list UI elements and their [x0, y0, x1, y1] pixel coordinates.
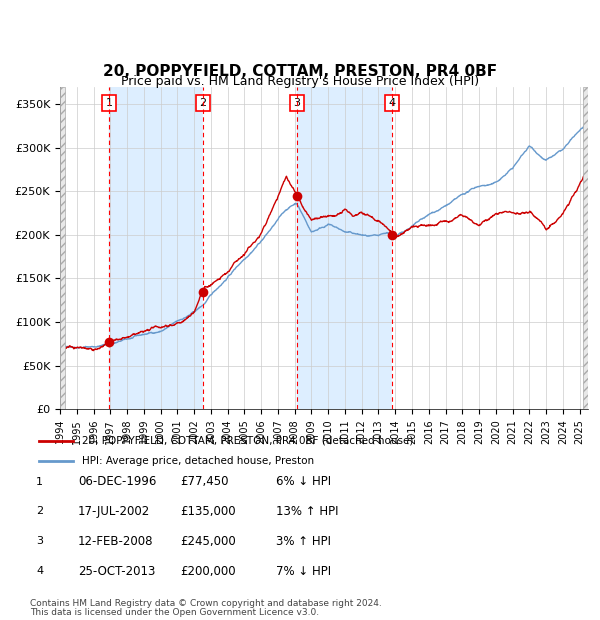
- Text: 3: 3: [293, 98, 300, 108]
- Text: 1: 1: [106, 98, 112, 108]
- Text: 06-DEC-1996: 06-DEC-1996: [78, 476, 157, 488]
- Bar: [203, 87, 296, 409]
- Text: This data is licensed under the Open Government Licence v3.0.: This data is licensed under the Open Gov…: [30, 608, 319, 617]
- Text: HPI: Average price, detached house, Preston: HPI: Average price, detached house, Pres…: [82, 456, 314, 466]
- Bar: [60, 87, 109, 409]
- Text: 13% ↑ HPI: 13% ↑ HPI: [276, 505, 338, 518]
- Text: 25-OCT-2013: 25-OCT-2013: [78, 565, 155, 577]
- Bar: [392, 87, 588, 409]
- Text: £135,000: £135,000: [180, 505, 236, 518]
- Bar: [60, 87, 65, 409]
- Text: £200,000: £200,000: [180, 565, 236, 577]
- Text: 3% ↑ HPI: 3% ↑ HPI: [276, 535, 331, 547]
- Bar: [109, 87, 203, 409]
- Text: 17-JUL-2002: 17-JUL-2002: [78, 505, 150, 518]
- Text: 4: 4: [36, 566, 43, 576]
- Text: 6% ↓ HPI: 6% ↓ HPI: [276, 476, 331, 488]
- Text: £245,000: £245,000: [180, 535, 236, 547]
- Text: 1: 1: [36, 477, 43, 487]
- Bar: [583, 87, 588, 409]
- Text: 2: 2: [200, 98, 207, 108]
- Text: Contains HM Land Registry data © Crown copyright and database right 2024.: Contains HM Land Registry data © Crown c…: [30, 600, 382, 608]
- Bar: [296, 87, 392, 409]
- Text: 12-FEB-2008: 12-FEB-2008: [78, 535, 154, 547]
- Text: 20, POPPYFIELD, COTTAM, PRESTON, PR4 0BF: 20, POPPYFIELD, COTTAM, PRESTON, PR4 0BF: [103, 64, 497, 79]
- Text: 4: 4: [388, 98, 395, 108]
- Text: 7% ↓ HPI: 7% ↓ HPI: [276, 565, 331, 577]
- Text: 20, POPPYFIELD, COTTAM, PRESTON, PR4 0BF (detached house): 20, POPPYFIELD, COTTAM, PRESTON, PR4 0BF…: [82, 436, 413, 446]
- Text: 2: 2: [36, 507, 43, 516]
- Text: Price paid vs. HM Land Registry's House Price Index (HPI): Price paid vs. HM Land Registry's House …: [121, 76, 479, 88]
- Text: £77,450: £77,450: [180, 476, 229, 488]
- Text: 3: 3: [36, 536, 43, 546]
